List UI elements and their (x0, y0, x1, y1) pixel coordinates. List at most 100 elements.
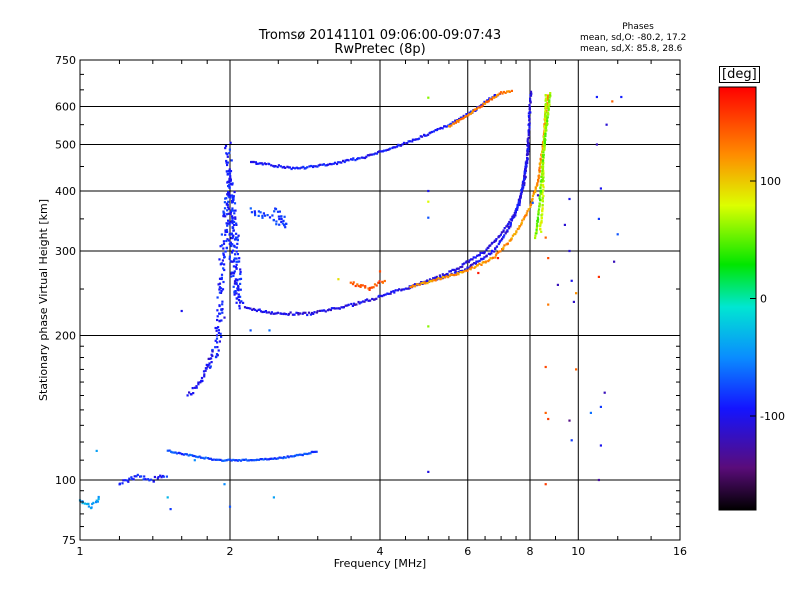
E-trace-point (199, 456, 202, 459)
F-upper-branch-point (288, 166, 291, 169)
X-F-trace-green-point (542, 149, 545, 152)
O-F-trace-lower-point (473, 262, 476, 265)
Es-far-point (87, 502, 90, 505)
F-blob-point (282, 219, 285, 222)
F-blob-point (283, 224, 286, 227)
spread-F-column-point (228, 223, 231, 226)
F-blob-point (279, 215, 283, 218)
O-F-trace-point (324, 310, 327, 313)
X-F-trace-point (502, 248, 505, 251)
scatter-point (223, 483, 226, 486)
O-F-trace-lower-point (519, 197, 522, 200)
X-F-trace-point (514, 232, 517, 236)
O-F-trace-lower-point (514, 209, 517, 212)
F-upper-x-branch-point (477, 106, 480, 109)
spread-F-column-point (236, 239, 239, 242)
scatter-point (595, 143, 598, 146)
spread-F-column-point (216, 296, 219, 299)
spread-F-column-point (242, 301, 245, 304)
spread-F-column-point (233, 293, 236, 296)
Es-far-point (83, 502, 86, 505)
F-upper-branch-point (384, 149, 388, 152)
X-F-trace-green-point (548, 99, 551, 102)
spread-F-column-point (217, 326, 220, 329)
O-F-trace-point (524, 169, 527, 172)
spread-F-column-point (233, 270, 236, 273)
X-F-trace-vertical-point (541, 189, 544, 192)
X-F-trace-point (428, 280, 431, 283)
F-upper-x-branch-point (457, 120, 460, 123)
X-F-trace-green-point (548, 100, 551, 103)
spread-F-column-point (216, 354, 219, 357)
O-F-trace-point (394, 289, 397, 292)
F-upper-branch-point (270, 164, 273, 167)
X-F-trace-point (451, 273, 454, 276)
F-upper-x-branch-point (448, 125, 451, 128)
spread-F-column-point (232, 226, 235, 230)
O-F-trace-point (335, 307, 338, 310)
O-F-trace-point (468, 259, 471, 262)
F-upper-branch-point (386, 148, 389, 151)
O-F-trace-point (528, 128, 531, 131)
X-F-trace-vertical-point (541, 193, 544, 196)
O-F-trace-point (434, 276, 437, 279)
spread-F-column-point (214, 326, 217, 330)
X-F-trace-green-point (541, 161, 544, 164)
F-upper-branch-point (342, 159, 345, 162)
O-F-trace-point (326, 309, 330, 312)
X-F-trace-point (453, 274, 456, 277)
X-F-trace-green-point (546, 116, 549, 119)
scatter-point (536, 194, 540, 197)
spread-F-column-point (237, 293, 240, 296)
X-F-trace-vertical-point (540, 219, 543, 222)
E-trace-point (257, 458, 261, 461)
X-F-trace-point (421, 281, 425, 284)
spread-F-column-point (239, 295, 242, 298)
spread-F-column-point (231, 215, 234, 218)
Es-far-point (97, 495, 100, 499)
E-trace-point (304, 452, 307, 455)
F-upper-branch-point (257, 162, 260, 165)
O-F-trace-point (392, 290, 395, 293)
O-F-trace-point (306, 313, 309, 317)
spread-F-column-point (235, 283, 238, 286)
spread-F-column-point (237, 286, 240, 289)
F-upper-branch-point (337, 161, 340, 164)
spread-F-column-point (221, 259, 224, 262)
E-trace-point (217, 458, 220, 461)
spread-F-column-point (233, 212, 236, 215)
O-F-trace-point (529, 99, 532, 102)
spread-F-column-point (225, 222, 228, 225)
F-upper-x-branch-point (482, 102, 485, 105)
F-cusp-low-point (203, 375, 206, 378)
Es-low-point (127, 480, 130, 483)
spread-F-column-point (220, 276, 223, 279)
F-upper-branch-point (395, 145, 399, 148)
F-upper-branch-point (252, 160, 255, 164)
F-upper-branch-point (380, 150, 383, 153)
E-trace-point (188, 453, 191, 456)
spread-F-column-point (232, 229, 235, 232)
X-F-trace-point (455, 273, 458, 276)
E-trace-point (235, 459, 238, 462)
O-F-trace-point (483, 251, 486, 254)
spread-F-column-point (225, 161, 228, 164)
y-tick-label: 750 (55, 54, 76, 67)
colorbar-unit: [deg] (719, 66, 760, 83)
X-F-trace-point (445, 275, 448, 278)
X-F-trace-point (531, 197, 534, 200)
E-trace-point (206, 457, 210, 460)
scatter-point (95, 449, 98, 452)
X-F-trace-vertical-point (544, 102, 548, 105)
y-axis-label: Stationary phase Virtual Height [km] (37, 199, 50, 401)
scatter-point (249, 329, 252, 332)
O-F-trace-point (307, 311, 311, 314)
spread-F-column-point (231, 249, 235, 252)
F-cusp-low-point (188, 391, 191, 394)
F-upper-branch-point (449, 122, 452, 125)
X-F-trace-vertical-point (541, 196, 544, 199)
O-F-trace-point (355, 303, 358, 306)
O-F-trace-point (494, 239, 497, 242)
F-blob-point (278, 223, 281, 226)
